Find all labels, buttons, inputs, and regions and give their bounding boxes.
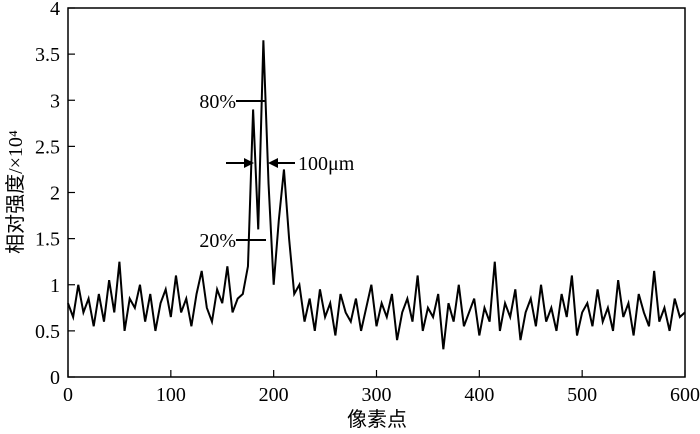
y-tick-label: 4 bbox=[50, 0, 60, 20]
x-tick-label: 300 bbox=[362, 384, 392, 406]
y-tick-label: 3 bbox=[50, 90, 60, 112]
annotation: 80% bbox=[199, 91, 236, 113]
y-tick-label: 2 bbox=[50, 183, 60, 205]
annotation: 100μm bbox=[298, 153, 355, 175]
data-line bbox=[67, 40, 686, 350]
x-tick-label: 500 bbox=[567, 384, 597, 406]
x-tick-label: 600 bbox=[670, 384, 700, 406]
y-axis-label: 相对强度/×10⁴ bbox=[4, 130, 27, 254]
x-tick-label: 0 bbox=[63, 384, 73, 406]
y-tick-label: 2.5 bbox=[35, 136, 60, 158]
x-tick-label: 400 bbox=[464, 384, 494, 406]
x-tick-label: 100 bbox=[156, 384, 186, 406]
annotation: 20% bbox=[199, 230, 236, 252]
y-tick-label: 1 bbox=[50, 275, 60, 297]
y-tick-label: 1.5 bbox=[35, 229, 60, 251]
x-axis-label: 像素点 bbox=[347, 408, 407, 431]
y-tick-label: 3.5 bbox=[35, 44, 60, 66]
x-tick-label: 200 bbox=[259, 384, 289, 406]
y-tick-label: 0 bbox=[50, 367, 60, 389]
y-tick-label: 0.5 bbox=[35, 321, 60, 343]
annotation-arrow-head bbox=[244, 158, 254, 168]
annotation-arrow-head bbox=[268, 158, 278, 168]
